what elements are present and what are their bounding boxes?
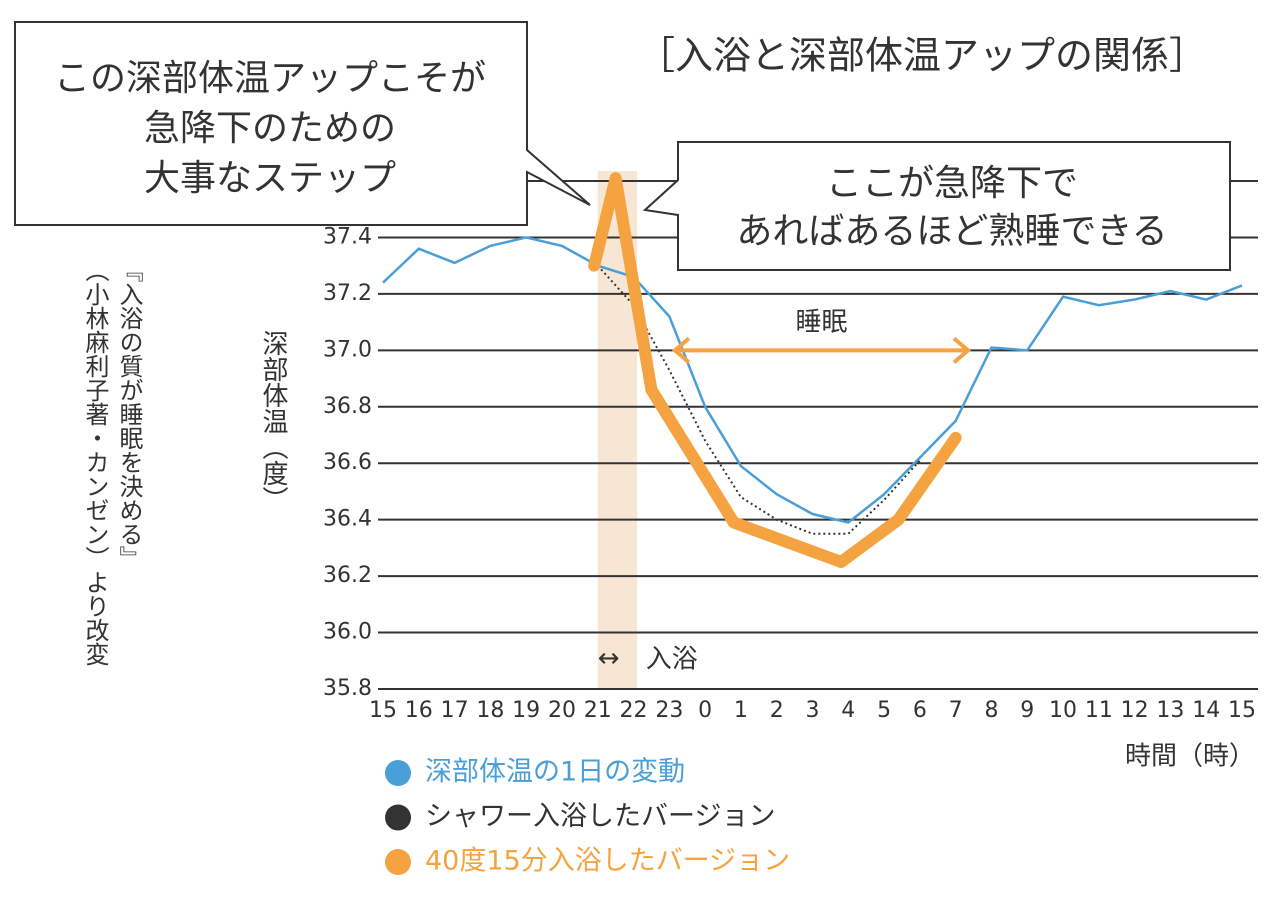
- sleep-arrow-head: [952, 336, 972, 364]
- legend-marker: [385, 804, 411, 831]
- legend-label: シャワー入浴したバージョン: [425, 801, 775, 832]
- x-tick-label: 15: [1228, 698, 1256, 723]
- x-tick-label: 14: [1192, 698, 1220, 723]
- callout-text: この深部体温アップこそが: [54, 58, 486, 99]
- y-tick-label: 37.0: [323, 337, 372, 362]
- legend-marker: [385, 849, 411, 875]
- x-tick-label: 8: [984, 698, 998, 723]
- legend-marker: [385, 760, 411, 786]
- series-line: [382, 236, 1243, 524]
- x-tick-label: 6: [913, 698, 927, 723]
- x-tick-label: 12: [1121, 698, 1149, 723]
- x-tick-label: 4: [841, 698, 855, 723]
- bath-label: 入浴: [646, 645, 698, 675]
- x-axis-label: 時間（時）: [1125, 742, 1255, 772]
- x-tick-label: 0: [698, 698, 712, 723]
- y-tick-label: 37.4: [323, 224, 372, 249]
- y-tick-label: 36.4: [323, 507, 372, 532]
- x-tick-label: 23: [655, 698, 683, 723]
- y-tick-label: 36.6: [323, 450, 372, 475]
- legend-label: 40度15分入浴したバージョン: [425, 846, 790, 877]
- x-tick-label: 7: [949, 698, 963, 723]
- x-tick-label: 13: [1156, 698, 1184, 723]
- x-tick-label: 18: [476, 698, 504, 723]
- x-tick-label: 3: [806, 698, 820, 723]
- callout-text: ここが急降下で: [826, 163, 1078, 204]
- x-tick-label: 10: [1049, 698, 1077, 723]
- x-tick-label: 11: [1085, 698, 1113, 723]
- bath-arrow: ↔: [598, 644, 620, 674]
- x-tick-label: 1: [734, 698, 748, 723]
- chart-title: ［入浴と深部体温アップの関係］: [637, 34, 1207, 78]
- callout-text: 急降下のための: [144, 108, 396, 149]
- legend-label: 深部体温の1日の変動: [425, 757, 685, 788]
- y-tick-label: 36.8: [323, 394, 372, 419]
- sleep-label: 睡眠: [795, 308, 847, 338]
- x-tick-label: 20: [548, 698, 576, 723]
- series-line: [597, 264, 921, 535]
- x-tick-label: 9: [1020, 698, 1034, 723]
- y-tick-label: 36.0: [323, 620, 372, 645]
- series-line: [588, 172, 962, 568]
- source: 『入浴の質が睡眠を決める』: [115, 258, 143, 570]
- y-tick-label: 35.8: [323, 676, 372, 701]
- callout-text: あればあるほど熟睡できる: [736, 211, 1167, 252]
- x-tick-label: 15: [369, 698, 397, 723]
- y-tick-label: 36.2: [323, 563, 372, 588]
- sleep-arrow-head: [671, 336, 691, 364]
- x-tick-label: 19: [512, 698, 540, 723]
- callout-box: [14, 21, 591, 226]
- source: （小林麻利子著・カンゼン）より改変: [81, 258, 109, 666]
- x-tick-label: 17: [441, 698, 469, 723]
- x-tick-label: 21: [584, 698, 612, 723]
- y-axis-label: 深部体温（度）: [258, 330, 288, 512]
- x-tick-label: 2: [770, 698, 784, 723]
- x-tick-label: 22: [620, 698, 648, 723]
- x-tick-label: 16: [405, 698, 433, 723]
- callout-box: [642, 141, 1231, 271]
- callout-text: 大事なステップ: [144, 158, 396, 199]
- x-tick-label: 5: [877, 698, 891, 723]
- y-tick-label: 37.2: [323, 281, 372, 306]
